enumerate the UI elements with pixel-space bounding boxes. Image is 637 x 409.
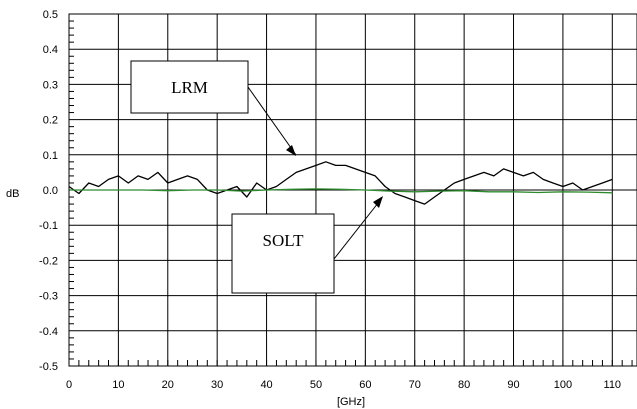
lrm-callout: LRM: [130, 60, 297, 156]
y-tick-label: -0.1: [39, 220, 58, 232]
lrm-arrow-line: [247, 86, 297, 156]
solt-arrow-head: [373, 196, 383, 208]
tick-labels: -0.5 -0.4 -0.3 -0.2 -0.1 0.0 0.1 0.2 0.3 0.4 0.5 0 1…: [39, 9, 621, 391]
solt-arrow-line: [333, 197, 383, 260]
y-tick-label: 0.3: [43, 79, 58, 91]
y-tick-label: -0.3: [39, 291, 58, 303]
x-tick-label: 10: [112, 379, 124, 391]
lrm-label-box: [130, 60, 249, 114]
minor-ticks: [69, 20, 633, 366]
x-tick-label: 60: [359, 379, 371, 391]
x-tick-label: 90: [507, 379, 519, 391]
x-tick-label: 110: [604, 379, 622, 391]
x-tick-label: 50: [310, 379, 322, 391]
plot-frame: [68, 13, 637, 367]
y-tick-label: 0.4: [43, 44, 58, 56]
series-line-solt: [69, 188, 613, 194]
lrm-arrow-head: [286, 145, 296, 156]
y-tick-label: 0.5: [43, 9, 58, 21]
solt-callout: SOLT: [231, 196, 383, 294]
y-axis-title: dB: [6, 188, 19, 200]
lrm-label: LRM: [171, 78, 208, 97]
x-tick-label: 70: [409, 379, 421, 391]
y-tick-label: -0.4: [39, 326, 58, 338]
y-tick-label: 0.0: [43, 185, 58, 197]
x-tick-label: 80: [458, 379, 470, 391]
x-tick-label: 30: [211, 379, 223, 391]
x-tick-label: 20: [162, 379, 174, 391]
solt-label: SOLT: [263, 231, 305, 250]
y-tick-label: -0.5: [39, 361, 58, 373]
x-tick-label: 40: [260, 379, 272, 391]
y-tick-label: -0.2: [39, 255, 58, 267]
solt-label-box: [231, 213, 335, 294]
x-axis-title: [GHz]: [337, 396, 365, 408]
series-line-lrm: [68, 161, 613, 205]
x-tick-label: 100: [554, 379, 572, 391]
y-tick-label: 0.1: [43, 150, 58, 162]
series-layer: [68, 161, 613, 205]
y-tick-label: 0.2: [43, 115, 58, 127]
x-tick-label: 0: [66, 379, 72, 391]
